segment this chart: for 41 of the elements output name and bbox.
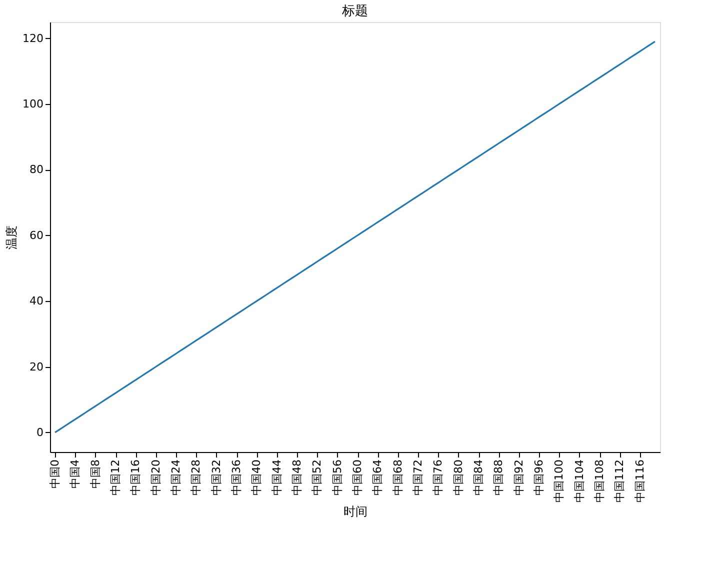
- x-tick-label: 中国64: [371, 460, 384, 496]
- x-tick-label: 中国44: [270, 460, 284, 496]
- x-tick-label: 中国84: [472, 460, 486, 496]
- x-tick-label: 中国104: [572, 460, 586, 502]
- x-tick-label: 中国68: [391, 460, 404, 496]
- x-tick-label: 中国52: [310, 460, 324, 496]
- x-tick-label: 中国32: [210, 460, 223, 496]
- x-tick-label: 中国92: [512, 460, 526, 496]
- y-tick-label: 20: [30, 360, 44, 374]
- line-series: [54, 40, 656, 434]
- x-tick-label: 中国24: [170, 460, 183, 496]
- x-tick-label: 中国100: [552, 460, 566, 502]
- x-tick-label: 中国48: [290, 460, 304, 496]
- y-tick-label: 80: [30, 163, 44, 176]
- chart-title: 标题: [341, 4, 368, 19]
- x-tick-label: 中国76: [432, 460, 445, 496]
- y-axis-title: 温度: [4, 226, 19, 250]
- x-tick-label: 中国0: [48, 460, 62, 488]
- x-tick-label: 中国60: [351, 460, 364, 496]
- x-tick-label: 中国40: [250, 460, 264, 496]
- x-tick-label: 中国28: [190, 460, 203, 496]
- x-tick-label: 中国72: [412, 460, 425, 496]
- x-tick-label: 中国80: [452, 460, 465, 496]
- y-tick-label: 60: [30, 228, 44, 242]
- x-tick-label: 中国108: [593, 460, 606, 502]
- x-tick-label: 中国56: [330, 460, 344, 496]
- x-tick-label: 中国116: [633, 460, 646, 502]
- y-tick-label: 120: [22, 32, 44, 45]
- x-tick-label: 中国8: [88, 460, 102, 488]
- x-tick-label: 中国16: [129, 460, 142, 496]
- y-tick-label: 100: [22, 97, 44, 110]
- y-tick-label: 0: [36, 426, 44, 439]
- x-tick-label: 中国36: [230, 460, 244, 496]
- y-tick-label: 40: [30, 294, 44, 308]
- x-tick-label: 中国96: [532, 460, 546, 496]
- x-tick-label: 中国20: [149, 460, 162, 496]
- x-axis-title: 时间: [344, 504, 368, 518]
- x-tick-label: 中国12: [109, 460, 122, 496]
- x-tick-label: 中国88: [492, 460, 506, 496]
- x-tick-label: 中国4: [68, 460, 82, 488]
- x-tick-label: 中国112: [613, 460, 626, 502]
